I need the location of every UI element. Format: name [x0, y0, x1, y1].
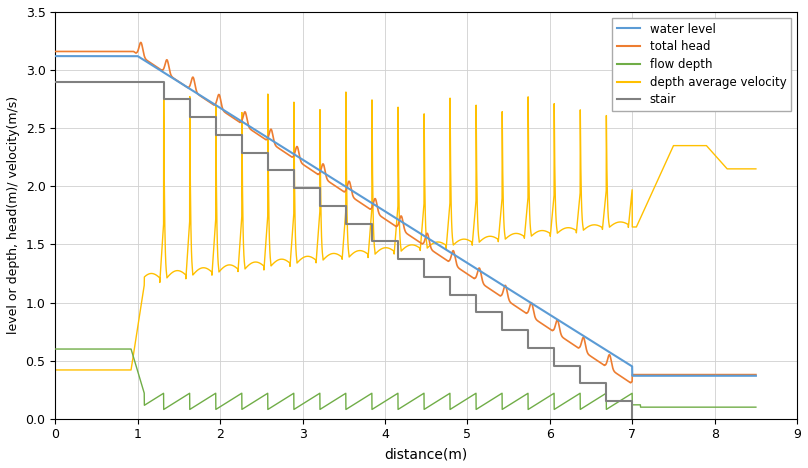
stair — [575, 363, 585, 368]
stair — [237, 150, 246, 155]
stair — [471, 309, 481, 315]
stair — [185, 96, 195, 102]
water level — [506, 287, 516, 293]
flow depth — [50, 346, 60, 352]
Line: water level: water level — [55, 56, 756, 376]
depth average velocity — [506, 232, 516, 238]
depth average velocity — [471, 203, 481, 208]
depth average velocity — [574, 211, 583, 216]
total head — [318, 161, 328, 167]
stair — [445, 274, 455, 280]
stair — [263, 168, 272, 173]
total head — [506, 300, 516, 306]
stair — [367, 239, 377, 244]
total head — [627, 379, 637, 385]
total head — [178, 81, 187, 87]
total head — [136, 40, 145, 45]
stair — [601, 380, 611, 386]
flow depth — [318, 405, 328, 410]
stair — [393, 239, 403, 244]
stair — [524, 345, 533, 351]
stair — [575, 380, 585, 386]
flow depth — [574, 392, 583, 397]
stair — [445, 292, 455, 297]
water level — [318, 169, 328, 175]
X-axis label: distance(m): distance(m) — [385, 447, 468, 461]
water level — [573, 329, 583, 335]
depth average velocity — [626, 194, 636, 199]
Line: depth average velocity: depth average velocity — [55, 88, 756, 370]
stair — [315, 185, 325, 191]
stair — [419, 256, 429, 262]
stair — [341, 221, 351, 227]
stair — [50, 79, 60, 85]
stair — [211, 132, 221, 138]
stair — [393, 256, 403, 262]
stair — [549, 363, 559, 368]
water level — [626, 363, 636, 369]
stair — [367, 221, 377, 227]
water level — [751, 373, 761, 379]
stair — [549, 345, 559, 351]
stair — [628, 416, 638, 422]
stair — [159, 79, 169, 85]
stair — [627, 398, 637, 404]
total head — [574, 345, 583, 351]
depth average velocity — [751, 166, 761, 172]
stair — [524, 327, 533, 333]
total head — [625, 380, 635, 386]
water level — [628, 373, 638, 379]
depth average velocity — [318, 257, 328, 263]
Line: flow depth: flow depth — [55, 349, 756, 410]
stair — [497, 327, 507, 333]
stair — [471, 292, 481, 297]
depth average velocity — [178, 270, 187, 275]
flow depth — [470, 391, 480, 396]
flow depth — [751, 404, 761, 410]
flow depth — [626, 391, 636, 396]
water level — [470, 265, 480, 271]
total head — [751, 372, 761, 377]
stair — [341, 203, 351, 209]
Line: stair: stair — [55, 82, 633, 419]
water level — [178, 81, 187, 87]
depth average velocity — [159, 85, 169, 90]
stair — [185, 114, 195, 120]
total head — [471, 275, 481, 281]
stair — [601, 398, 611, 404]
Line: total head: total head — [55, 43, 756, 383]
stair — [159, 96, 169, 102]
Y-axis label: level or depth, head(m)/ velocity(m/s): level or depth, head(m)/ velocity(m/s) — [7, 96, 20, 335]
stair — [133, 79, 142, 85]
depth average velocity — [50, 367, 60, 373]
stair — [237, 132, 246, 138]
stair — [211, 114, 221, 120]
total head — [50, 49, 60, 54]
flow depth — [524, 407, 533, 412]
flow depth — [506, 401, 516, 407]
stair — [289, 168, 299, 173]
stair — [289, 185, 299, 191]
stair — [263, 150, 272, 155]
water level — [50, 53, 60, 59]
stair — [419, 274, 429, 280]
stair — [497, 309, 507, 315]
stair — [627, 416, 637, 422]
Legend: water level, total head, flow depth, depth average velocity, stair: water level, total head, flow depth, dep… — [612, 18, 791, 111]
flow depth — [178, 395, 187, 401]
stair — [315, 203, 325, 209]
